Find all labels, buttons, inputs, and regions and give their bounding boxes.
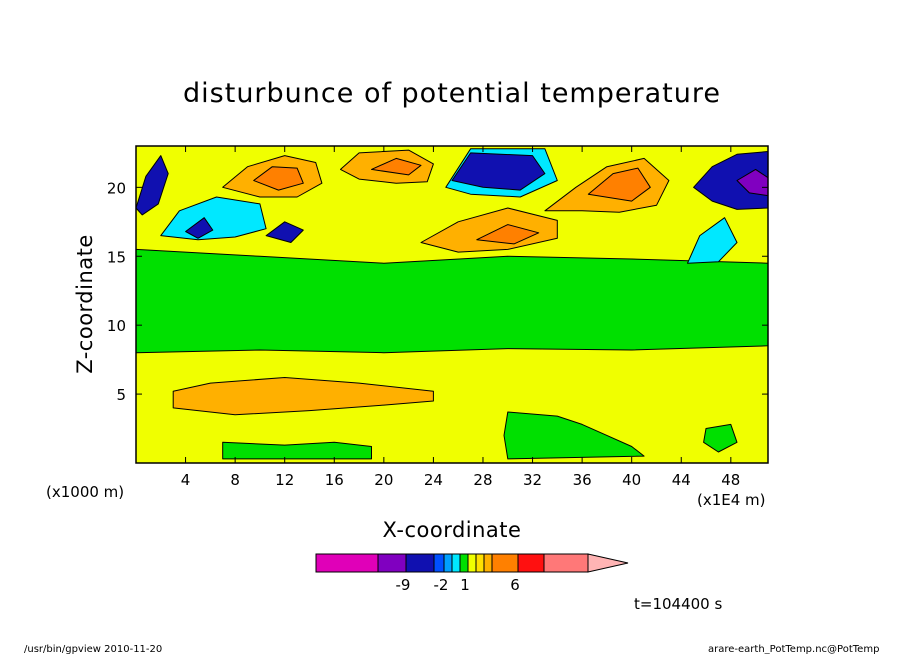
x-tick-label: 48 xyxy=(721,471,740,489)
x-tick-label: 16 xyxy=(325,471,344,489)
x-tick-label: 40 xyxy=(622,471,641,489)
colorbar-segment xyxy=(491,553,519,573)
footer-right: arare-earth_PotTemp.nc@PotTemp xyxy=(708,644,879,654)
x-ticks: 4 8 12 16 20 24 28 32 36 40 44 48 xyxy=(181,146,740,489)
x-tick-label: 20 xyxy=(374,471,393,489)
time-label: t=104400 s xyxy=(634,595,722,613)
contour-region-orange-mid xyxy=(420,207,558,253)
contour-region-green-low-1 xyxy=(222,441,372,460)
colorbar-label: -2 xyxy=(434,576,449,594)
y-tick-label: 20 xyxy=(107,179,126,197)
x-axis-title: X-coordinate xyxy=(383,518,522,542)
contour-region-blue-left-2 xyxy=(265,221,304,243)
colorbar-label: 6 xyxy=(510,576,520,594)
chart-title: disturbunce of potential temperature xyxy=(183,78,721,109)
colorbar-segment xyxy=(405,553,435,573)
y-tick-label: 10 xyxy=(107,317,126,335)
contour-region-green xyxy=(135,248,769,354)
contour-region-cyan-top-right xyxy=(687,217,738,264)
contour-region-darkorange-top-right xyxy=(587,167,651,202)
x-tick-label: 36 xyxy=(573,471,592,489)
contour-region-blue-top-left xyxy=(135,155,169,216)
colorbar-segment xyxy=(433,553,445,573)
colorbar-segment xyxy=(517,553,545,573)
colorbar-segment xyxy=(483,553,493,573)
colorbar-segment xyxy=(443,553,453,573)
x-tick-label: 32 xyxy=(523,471,542,489)
colorbar-segment xyxy=(475,553,485,573)
x-tick-label: 8 xyxy=(230,471,240,489)
colorbar-segment xyxy=(451,553,461,573)
plot-frame xyxy=(135,145,769,464)
x-tick-label: 44 xyxy=(672,471,691,489)
contour-region-darkorange-top-left xyxy=(253,166,304,191)
colorbar: -9 -2 1 6 xyxy=(315,553,629,594)
x-tick-label: 28 xyxy=(473,471,492,489)
colorbar-arrow xyxy=(587,553,629,573)
contour-region-blue-top-mid xyxy=(451,152,546,191)
contour-region-blue-left-1 xyxy=(185,217,214,239)
x-tick-label: 12 xyxy=(275,471,294,489)
contour-region-green-low-3 xyxy=(703,423,738,453)
y-tick-label: 5 xyxy=(116,386,126,404)
x-tick-label: 24 xyxy=(424,471,443,489)
contour-region-green-low-2 xyxy=(503,411,645,460)
colorbar-segment xyxy=(459,553,469,573)
footer-left: /usr/bin/gpview 2010-11-20 xyxy=(24,644,162,654)
colorbar-segment xyxy=(377,553,407,573)
y-tick-label: 15 xyxy=(107,248,126,266)
colorbar-segment xyxy=(467,553,477,573)
colorbar-segment xyxy=(543,553,589,573)
x-unit-left: (x1000 m) xyxy=(46,483,124,501)
colorbar-label: -9 xyxy=(396,576,411,594)
y-axis-title: Z-coordinate xyxy=(73,234,97,374)
contour-region-cyan-left xyxy=(160,196,267,241)
colorbar-label: 1 xyxy=(460,576,470,594)
colorbar-segment xyxy=(315,553,379,573)
contour-region-darkorange-top-mid xyxy=(371,157,422,176)
y-ticks: 5 10 15 20 xyxy=(107,179,768,404)
x-tick-label: 4 xyxy=(181,471,191,489)
contour-region-darkorange-mid xyxy=(476,224,540,245)
x-unit-right: (x1E4 m) xyxy=(697,491,766,509)
contour-region-orange-low xyxy=(172,377,434,416)
